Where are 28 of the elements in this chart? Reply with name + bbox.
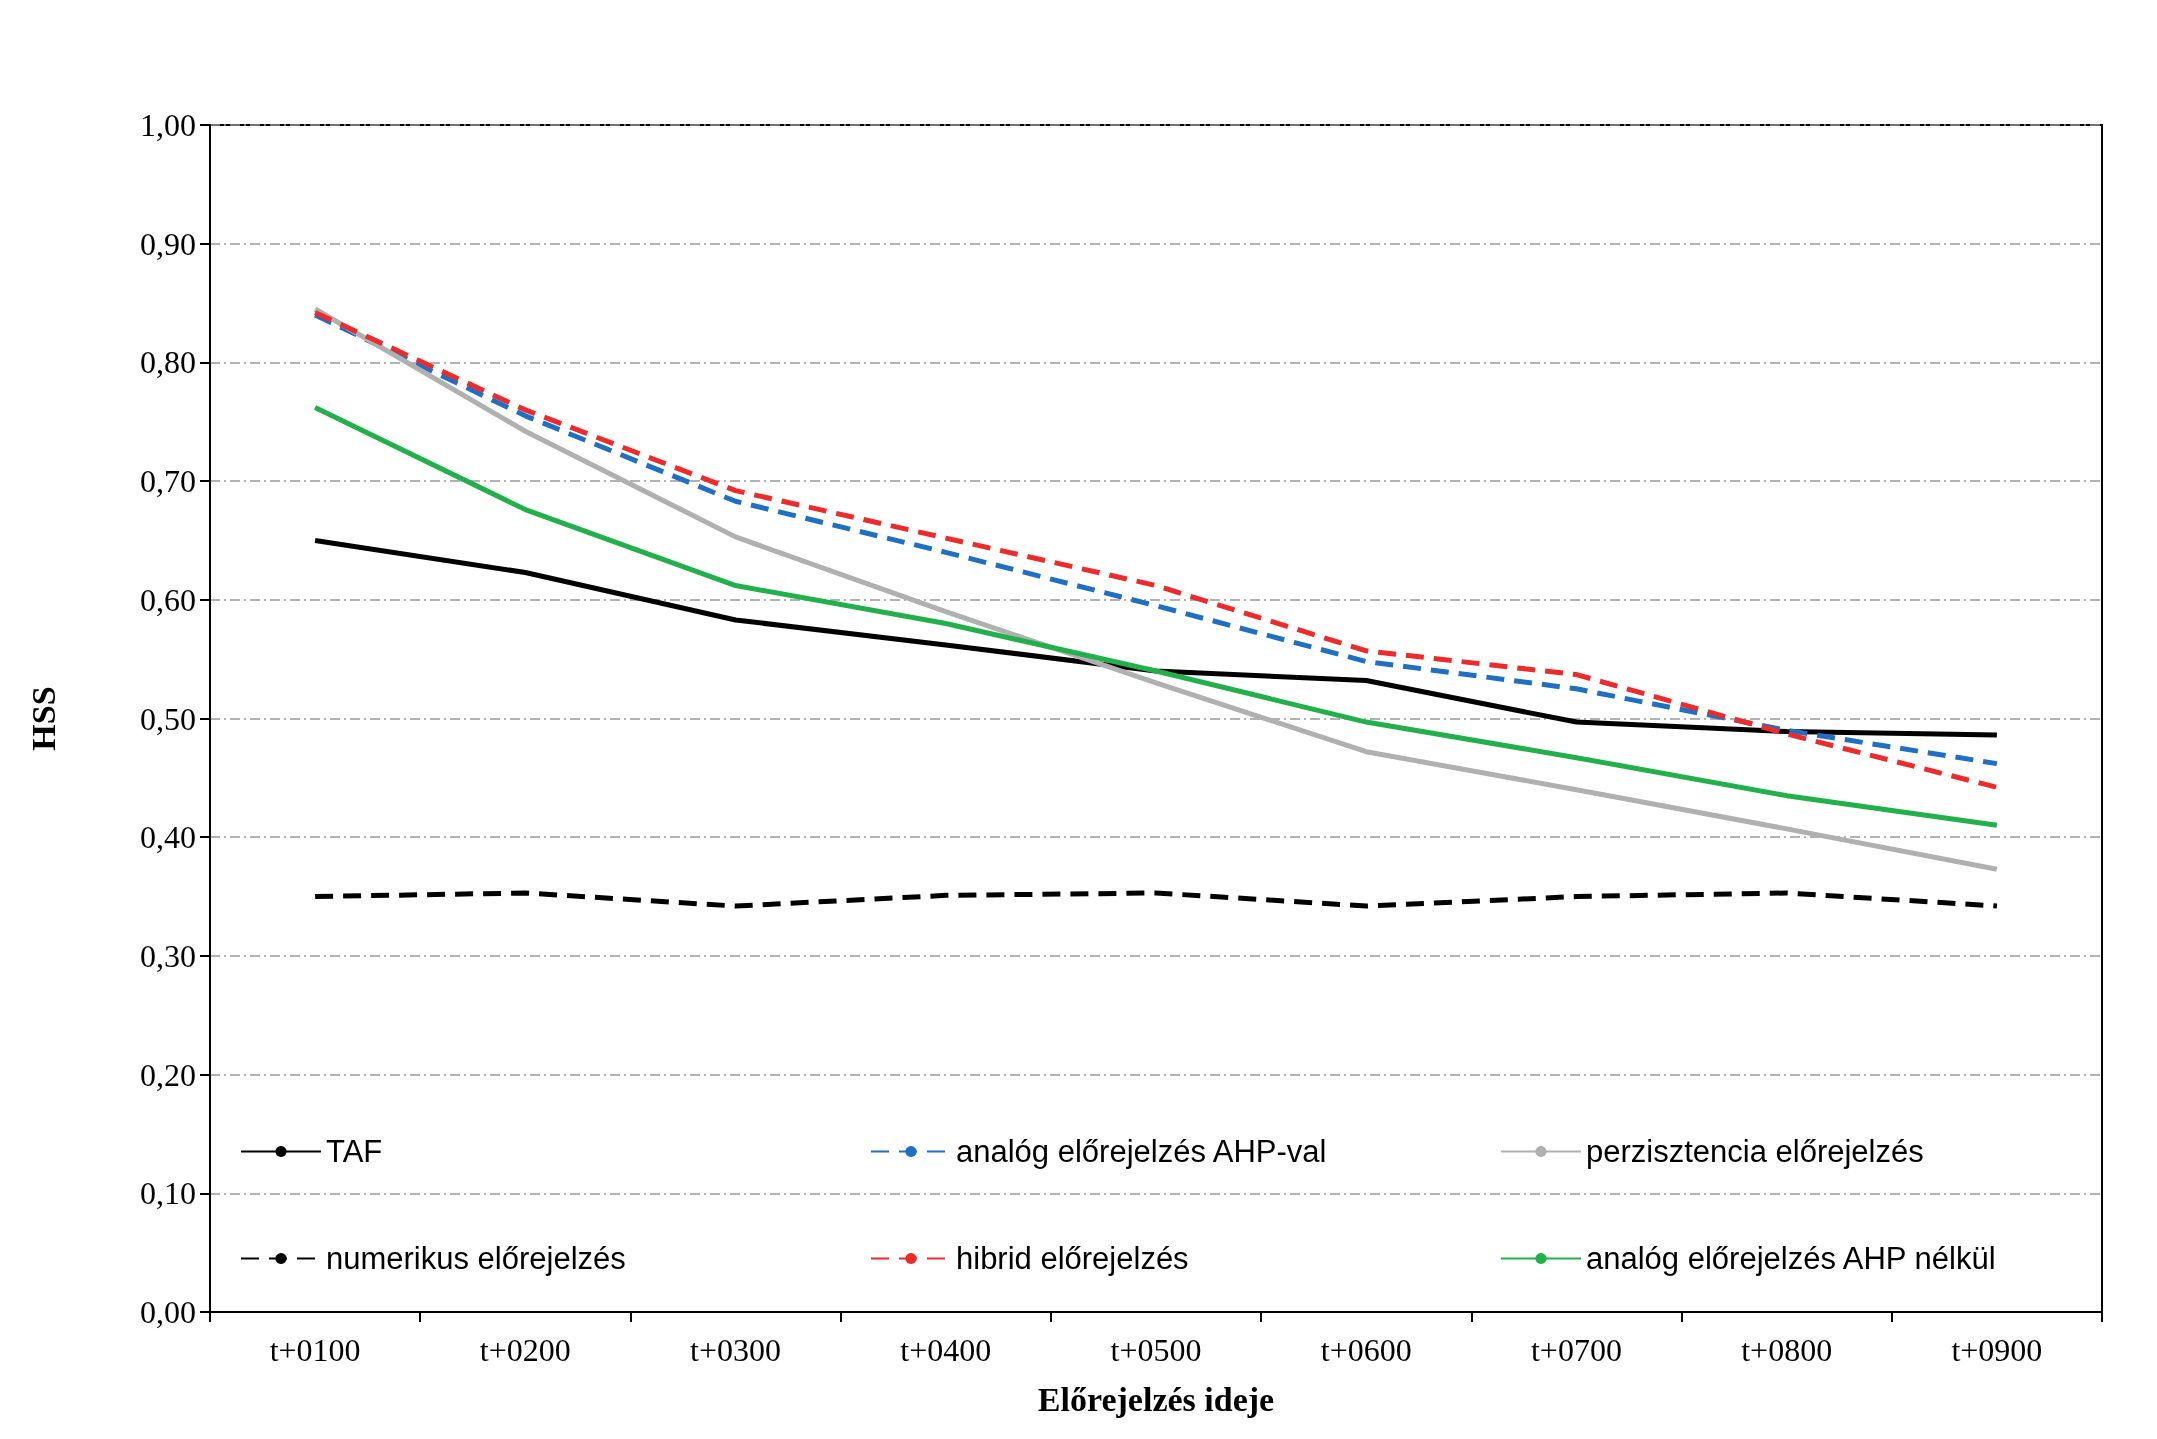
x-tick-label: t+0500 xyxy=(1110,1332,1202,1368)
x-tick-label: t+0200 xyxy=(479,1332,571,1368)
legend-label: analóg előrejelzés AHP-val xyxy=(956,1134,1327,1169)
x-tick-label: t+0900 xyxy=(1951,1332,2043,1368)
y-tick-label: 0,60 xyxy=(140,581,196,618)
x-tick-label: t+0800 xyxy=(1741,1332,1833,1368)
y-tick-label: 0,90 xyxy=(140,225,196,262)
x-tick-label: t+0700 xyxy=(1530,1332,1622,1368)
y-axis-title: HSS xyxy=(24,686,62,751)
y-tick-label: 0,40 xyxy=(140,819,196,856)
legend-label: analóg előrejelzés AHP nélkül xyxy=(1586,1241,1996,1276)
y-tick-label: 0,70 xyxy=(140,463,196,500)
x-tick-label: t+0300 xyxy=(690,1332,782,1368)
y-tick-label: 0,80 xyxy=(140,344,196,381)
y-tick-label: 0,30 xyxy=(140,937,196,974)
x-tick-label: t+0600 xyxy=(1320,1332,1412,1368)
legend-label: perzisztencia előrejelzés xyxy=(1586,1134,1924,1169)
legend-label: numerikus előrejelzés xyxy=(326,1241,626,1276)
y-tick-label: 1,00 xyxy=(140,107,196,143)
x-tick-label: t+0400 xyxy=(900,1332,992,1368)
y-tick-label: 0,10 xyxy=(140,1175,196,1212)
legend-label: hibrid előrejelzés xyxy=(956,1241,1189,1276)
legend-label: TAF xyxy=(326,1134,383,1169)
x-tick-label: t+0100 xyxy=(269,1332,361,1368)
y-tick-label: 0,50 xyxy=(140,700,196,737)
y-tick-label: 0,00 xyxy=(140,1294,196,1330)
y-tick-label: 0,20 xyxy=(140,1056,196,1093)
x-axis-title: Előrejelzés ideje xyxy=(1037,1380,1275,1418)
